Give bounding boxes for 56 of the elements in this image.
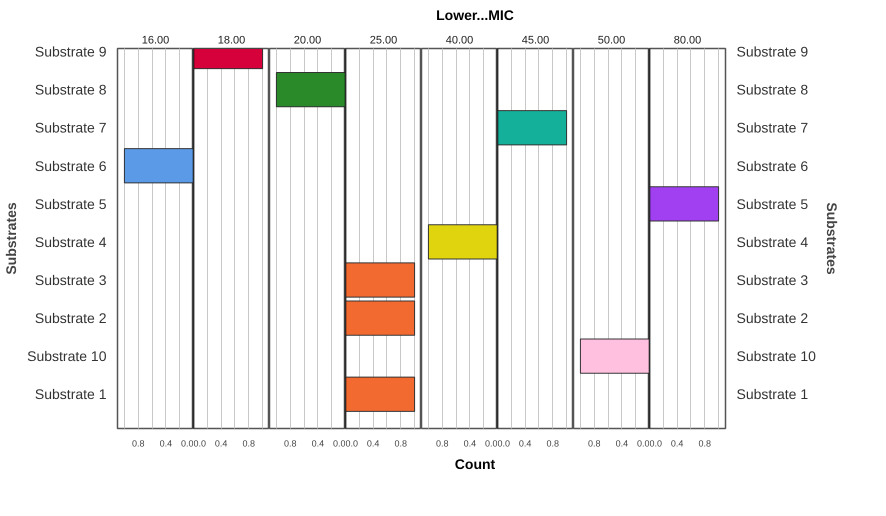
y-tick-label: Substrate 1	[34, 386, 107, 402]
x-tick-label: 0.0	[194, 438, 206, 448]
x-tick-label: 0.8	[698, 438, 712, 448]
x-tick-label: 0.0	[636, 438, 650, 448]
x-tick-label: 0.0	[650, 438, 662, 448]
chart-title: 16.00	[142, 34, 170, 46]
y-tick-label: Substrate 4	[34, 234, 107, 250]
y-tick-label: Substrate 9	[736, 44, 808, 60]
x-tick-label: 0.0	[346, 438, 358, 448]
x-tick-label: 0.0	[180, 438, 194, 448]
chart-title: 80.00	[674, 34, 702, 46]
x-tick-label: 0.0	[484, 438, 498, 448]
y-tick-label: Substrate 2	[34, 310, 107, 326]
x-tick-label: 0.4	[312, 438, 324, 448]
y-tick-label: Substrate 6	[34, 158, 107, 174]
y-tick-label: Substrate 7	[736, 120, 808, 136]
x-tick-label: 0.4	[366, 438, 380, 448]
chart-title: 45.00	[522, 34, 550, 46]
text: Lower...MIC	[435, 6, 515, 25]
x-tick-label: 0.8	[242, 438, 256, 448]
y-axis-title: Substrates	[3, 202, 20, 275]
x-tick-label: 0.4	[670, 438, 684, 448]
x-tick-label: 0.8	[132, 438, 144, 448]
x-tick-label: 0.4	[464, 438, 476, 448]
chart-title: 20.00	[294, 34, 322, 46]
x-tick-label: 0.0	[498, 438, 510, 448]
x-tick-label: 0.0	[332, 438, 346, 448]
y-tick-label: Substrate 7	[34, 120, 107, 136]
x-tick-label: 0.8	[546, 438, 560, 448]
x-tick-label: 0.8	[436, 438, 448, 448]
y-tick-label: Substrate 5	[34, 196, 107, 212]
chart-title: 18.00	[218, 34, 246, 46]
chart-title: 40.00	[446, 34, 474, 46]
y-tick-label: Substrate 2	[736, 310, 808, 326]
y-tick-label: Substrate 1	[736, 386, 808, 402]
y-tick-label: Substrate 10	[736, 348, 816, 364]
x-tick-label: 0.4	[160, 438, 172, 448]
x-tick-label: 0.4	[518, 438, 532, 448]
y-tick-label: Substrate 6	[736, 158, 808, 174]
y-tick-label: Substrate 3	[34, 272, 107, 288]
y-tick-label: Substrate 4	[736, 234, 808, 250]
y-tick-label: Substrate 5	[736, 196, 808, 212]
chart-title: 50.00	[598, 34, 626, 46]
y-tick-label: Substrate 8	[736, 82, 808, 98]
y2-axis-title: Substrates	[824, 202, 840, 275]
y-tick-label: Substrate 9	[34, 44, 107, 60]
y-tick-label: Substrate 3	[736, 272, 808, 288]
x-tick-label: 0.8	[588, 438, 600, 448]
x-tick-label: 0.8	[284, 438, 296, 448]
x-tick-label: 0.4	[616, 438, 628, 448]
x-tick-label: 0.4	[214, 438, 228, 448]
y-tick-label: Substrate 10	[27, 348, 107, 364]
y-tick-label: Substrate 8	[34, 82, 107, 98]
x-tick-label: 0.8	[394, 438, 408, 448]
text: Count	[454, 455, 496, 474]
chart-title: 25.00	[370, 34, 398, 46]
